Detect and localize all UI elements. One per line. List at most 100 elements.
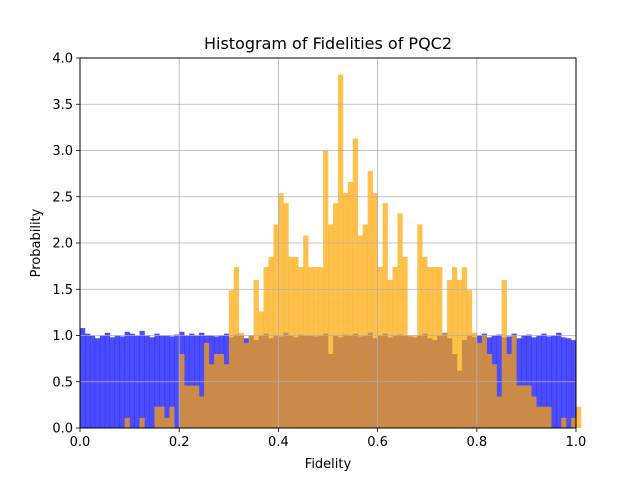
bar-series-1-bin-61	[382, 203, 388, 428]
bar-series-0-bin-22	[189, 333, 195, 428]
y-tick-label: 3.0	[52, 144, 73, 159]
bar-series-1-bin-33	[243, 342, 249, 428]
bar-series-1-bin-85	[501, 280, 507, 428]
bar-series-0-bin-97	[561, 337, 567, 428]
bar-series-0-bin-15	[154, 333, 160, 428]
x-tick-label: 1.0	[566, 435, 587, 450]
bar-series-1-bin-21	[184, 385, 190, 428]
bar-series-0-bin-10	[129, 333, 135, 428]
bar-series-1-bin-28	[218, 354, 225, 428]
bar-series-1-bin-83	[491, 364, 497, 428]
bar-series-1-bin-46	[308, 267, 314, 428]
bar-series-1-bin-70	[427, 267, 433, 428]
bar-series-1-bin-82	[486, 354, 492, 428]
y-tick-label: 2.0	[52, 237, 73, 252]
bar-series-1-bin-41	[283, 203, 289, 428]
bar-series-1-bin-35	[253, 280, 259, 428]
x-tick-label: 0.0	[70, 435, 91, 450]
y-tick-label: 3.5	[52, 98, 73, 113]
bar-series-1-bin-15	[154, 406, 160, 428]
bar-series-0-bin-1	[84, 333, 91, 428]
bar-series-1-bin-86	[506, 354, 512, 428]
bar-series-0-bin-18	[169, 336, 175, 428]
bar-series-1-bin-71	[432, 267, 438, 428]
bar-series-0-bin-5	[104, 332, 111, 428]
bar-series-1-bin-55	[352, 138, 359, 429]
bar-series-1-bin-47	[313, 267, 319, 428]
x-tick-label: 0.8	[466, 435, 487, 450]
bar-series-1-bin-57	[362, 224, 368, 428]
bar-series-0-bin-24	[199, 332, 205, 428]
bar-series-1-bin-92	[536, 406, 542, 428]
bar-series-1-bin-45	[303, 235, 309, 428]
bar-series-1-bin-51	[332, 203, 339, 428]
bar-series-1-bin-16	[159, 406, 165, 428]
bar-series-1-bin-48	[318, 267, 324, 428]
bar-series-1-bin-54	[347, 181, 354, 428]
bar-series-0-bin-93	[541, 333, 547, 428]
bar-series-1-bin-29	[223, 364, 230, 428]
bar-series-1-bin-20	[179, 354, 185, 428]
bar-series-1-bin-75	[452, 267, 458, 428]
bar-series-1-bin-53	[342, 193, 349, 428]
bar-series-0-bin-8	[119, 336, 125, 428]
y-axis-label: Probability	[29, 208, 44, 277]
bar-series-1-bin-18	[169, 406, 175, 428]
bar-series-1-bin-76	[456, 280, 463, 428]
bar-series-0-bin-0	[80, 328, 86, 428]
bar-series-1-bin-88	[516, 385, 522, 428]
bar-series-1-bin-74	[447, 280, 453, 428]
bar-series-1-bin-32	[238, 332, 244, 428]
bar-series-1-bin-56	[357, 235, 364, 428]
x-tick-label: 0.2	[169, 435, 190, 450]
bar-series-1-bin-40	[278, 193, 284, 428]
bar-series-0-bin-91	[531, 337, 537, 428]
bar-series-1-bin-27	[213, 354, 220, 428]
bar-series-1-bin-30	[228, 290, 235, 428]
axis-ticks: 0.0 0.2 0.4 0.6 0.8 1.0 0.0 0.5 1.0 1.5 2.0 2.5 3.0 3…	[52, 52, 586, 451]
bar-series-1-bin-97	[561, 417, 567, 428]
bar-series-1-bin-23	[194, 385, 200, 428]
bar-series-1-bin-9	[124, 417, 130, 428]
bar-series-1-bin-38	[268, 256, 274, 429]
bar-series-0-bin-19	[174, 334, 180, 428]
y-tick-label: 1.5	[52, 283, 73, 298]
bar-series-1-bin-37	[263, 267, 269, 428]
bar-series-0-bin-14	[149, 337, 155, 428]
y-tick-label: 2.5	[52, 190, 73, 205]
bar-series-1-bin-58	[367, 170, 373, 428]
bar-series-0-bin-9	[124, 331, 130, 428]
chart-title: Histogram of Fidelities of PQC2	[204, 34, 452, 53]
bar-series-1-bin-77	[461, 267, 468, 428]
bar-series-1-bin-24	[199, 396, 205, 428]
x-tick-label: 0.4	[268, 435, 289, 450]
bar-series-1-bin-84	[496, 396, 502, 428]
x-tick-label: 0.6	[367, 435, 388, 450]
bar-series-1-bin-26	[208, 364, 215, 428]
bar-series-1-bin-89	[521, 385, 527, 428]
bar-series-1-bin-36	[258, 311, 264, 428]
bar-series-1-bin-99	[571, 417, 577, 428]
bar-series-1-bin-64	[397, 213, 403, 428]
bar-series-1-bin-43	[293, 256, 299, 429]
bar-series-1-bin-65	[402, 256, 408, 429]
bar-series-0-bin-3	[94, 338, 101, 428]
x-axis-label: Fidelity	[305, 457, 352, 472]
bar-series-1-bin-31	[233, 267, 240, 428]
bar-series-0-bin-98	[566, 338, 572, 428]
y-tick-label: 1.0	[52, 329, 73, 344]
bar-series-1-bin-17	[164, 417, 170, 428]
bar-series-1-bin-93	[541, 406, 547, 428]
bar-series-0-bin-88	[516, 338, 522, 428]
bar-series-0-bin-94	[546, 336, 552, 428]
bar-series-1-bin-44	[298, 267, 304, 428]
bar-series-1-bin-59	[372, 193, 378, 428]
bar-series-1-bin-78	[466, 290, 473, 428]
bar-series-1-bin-60	[377, 267, 383, 428]
bar-series-1-bin-91	[531, 396, 537, 428]
bar-series-0-bin-90	[526, 334, 532, 428]
bar-series-1-bin-42	[288, 256, 294, 429]
bar-series-1-bin-22	[189, 385, 195, 428]
y-tick-label: 0.5	[52, 375, 73, 390]
